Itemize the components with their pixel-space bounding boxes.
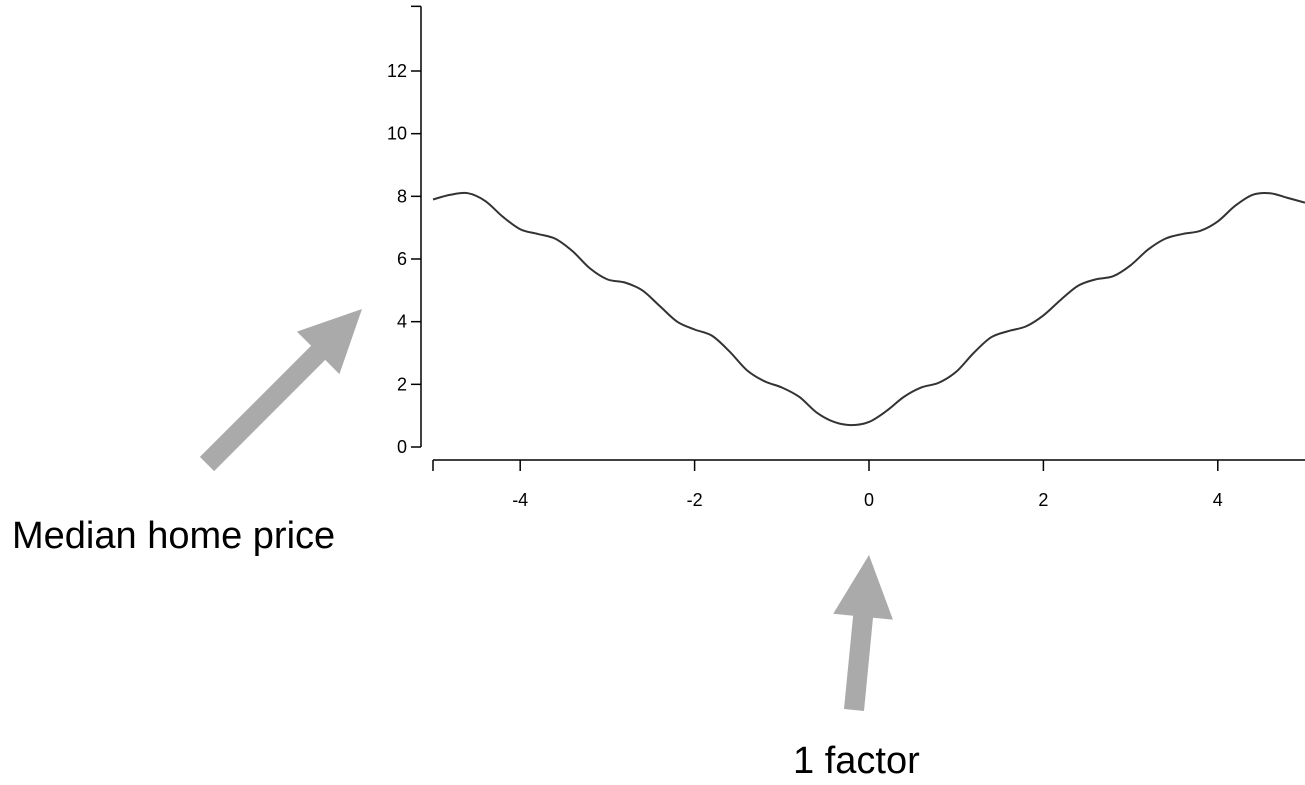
y-tick-label: 0 (397, 437, 407, 457)
x-axis: -4 -2 0 2 4 (432, 459, 1305, 510)
arrow-median-home-price (199, 309, 362, 472)
y-tick-label: 6 (397, 249, 407, 269)
plot-area (432, 191, 1305, 427)
y-tick-label: 2 (397, 374, 407, 394)
annotation-1-factor: 1 factor (793, 740, 920, 782)
x-tick-label: -2 (687, 490, 703, 510)
arrow-1-factor (833, 555, 893, 711)
x-tick-label: 0 (864, 490, 874, 510)
annotation-median-home-price: Median home price (12, 515, 336, 557)
y-tick-label: 4 (397, 312, 407, 332)
y-tick-label: 12 (387, 61, 407, 81)
annotation-arrows (199, 309, 893, 711)
y-axis: 0 2 4 6 8 10 12 (387, 5, 422, 457)
x-tick-label: -4 (512, 490, 528, 510)
series-line (432, 191, 1305, 427)
x-tick-label: 2 (1038, 490, 1048, 510)
x-tick-label: 4 (1213, 490, 1223, 510)
y-tick-label: 8 (397, 186, 407, 206)
y-tick-label: 10 (387, 124, 407, 144)
